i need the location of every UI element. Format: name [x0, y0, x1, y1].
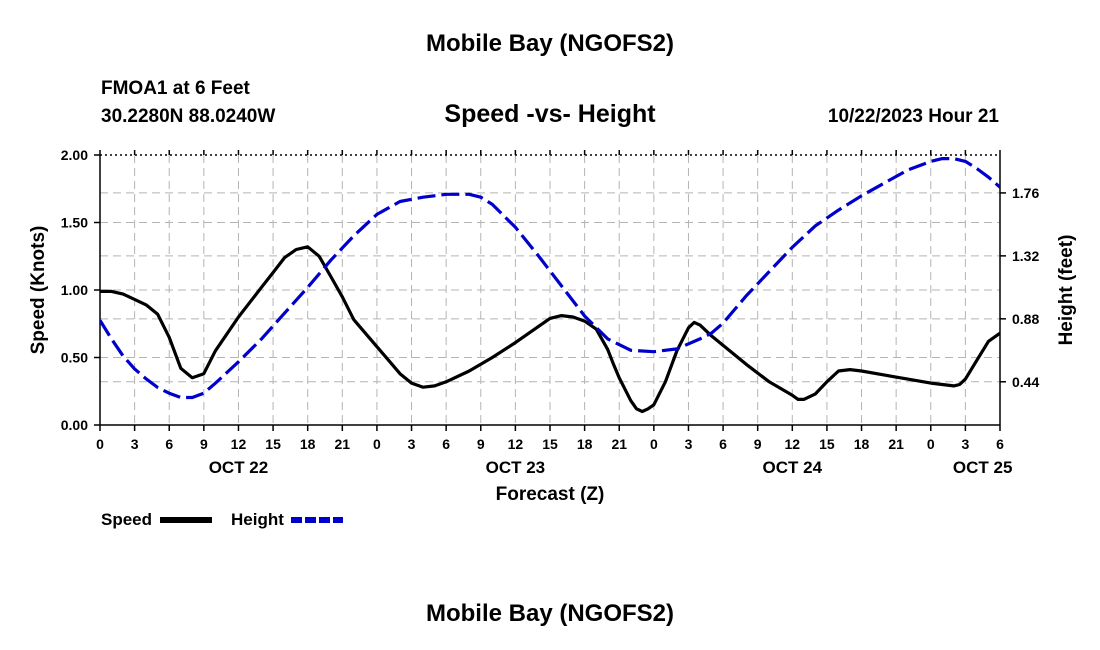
date-label: OCT 24	[763, 458, 823, 477]
x-tick-label: 3	[131, 436, 139, 452]
forecast-datetime: 10/22/2023 Hour 21	[827, 106, 999, 127]
date-label: OCT 25	[953, 458, 1013, 477]
series-speed-line	[100, 245, 1000, 414]
x-tick-label: 0	[650, 436, 658, 452]
station-coordinates: 30.2280N 88.0240W	[101, 106, 276, 127]
y2-tick-label: 0.88	[1012, 311, 1039, 327]
x-tick-label: 18	[577, 436, 593, 452]
x-tick-label: 18	[300, 436, 316, 452]
series-height-line	[100, 157, 1000, 400]
legend-height-label: Height	[231, 510, 284, 529]
y2-tick-label: 0.44	[1012, 374, 1039, 390]
legend-speed-label: Speed	[101, 510, 153, 529]
x-tick-label: 6	[165, 436, 173, 452]
y-tick-label: 1.00	[61, 282, 88, 298]
x-tick-label: 6	[442, 436, 450, 452]
x-tick-label: 9	[477, 436, 485, 452]
x-tick-label: 3	[685, 436, 693, 452]
page-title: Mobile Bay (NGOFS2)	[425, 30, 675, 57]
x-tick-label: 21	[611, 436, 627, 452]
x-tick-label: 12	[508, 436, 524, 452]
x-tick-label: 3	[408, 436, 416, 452]
x-tick-label: 15	[819, 436, 835, 452]
x-tick-label: 15	[265, 436, 281, 452]
date-label: OCT 22	[209, 458, 269, 477]
x-tick-label: 21	[888, 436, 904, 452]
y-tick-label: 2.00	[61, 147, 88, 163]
x-tick-label: 9	[754, 436, 762, 452]
x-axis-title: Forecast (Z)	[496, 484, 605, 505]
y2-tick-label: 1.76	[1012, 185, 1039, 201]
legend-speed-swatch	[160, 517, 212, 523]
x-tick-label: 0	[373, 436, 381, 452]
x-tick-label: 18	[854, 436, 870, 452]
y2-axis-title: Height (feet)	[1056, 235, 1077, 346]
x-tick-label: 6	[996, 436, 1004, 452]
x-tick-label: 0	[927, 436, 935, 452]
x-tick-label: 21	[335, 436, 351, 452]
legend-height-swatch	[291, 517, 343, 523]
date-label: OCT 23	[486, 458, 546, 477]
footer-title: Mobile Bay (NGOFS2)	[425, 600, 675, 627]
x-tick-label: 9	[200, 436, 208, 452]
x-tick-label: 0	[96, 436, 104, 452]
x-tick-label: 3	[961, 436, 969, 452]
y-tick-label: 0.00	[61, 417, 88, 433]
y-axis-title: Speed (Knots)	[28, 226, 49, 355]
y-tick-label: 1.50	[61, 215, 88, 231]
y2-tick-label: 1.32	[1012, 248, 1039, 264]
y-tick-label: 0.50	[61, 350, 88, 366]
x-tick-label: 15	[542, 436, 558, 452]
chart-title: Speed -vs- Height	[444, 100, 656, 128]
x-tick-label: 12	[231, 436, 247, 452]
x-tick-label: 6	[719, 436, 727, 452]
x-tick-label: 12	[785, 436, 801, 452]
station-label: FMOA1 at 6 Feet	[101, 78, 250, 99]
